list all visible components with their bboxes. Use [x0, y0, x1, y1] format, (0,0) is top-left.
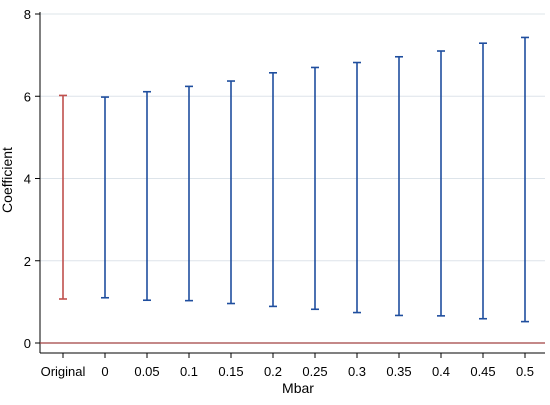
interval-bar: [101, 96, 109, 299]
interval-original: [59, 94, 67, 300]
x-tick-label: 0.1: [180, 364, 198, 379]
x-tick-label: 0.5: [516, 364, 534, 379]
interval-bar: [353, 61, 361, 314]
interval-bar: [143, 90, 151, 302]
x-tick-label: 0.05: [134, 364, 159, 379]
interval-bar: [269, 72, 277, 308]
y-tick-label: 6: [24, 89, 31, 104]
x-tick-label: 0.3: [348, 364, 366, 379]
interval-bar: [227, 80, 235, 305]
gridlines: [40, 13, 545, 262]
x-tick-label: Original: [41, 364, 86, 379]
y-axis-label: Coefficient: [0, 147, 15, 213]
interval-bar: [437, 50, 445, 317]
y-tick-label: 4: [24, 172, 31, 187]
interval-bars: [59, 36, 529, 323]
x-axis-label: Mbar: [282, 380, 314, 396]
interval-bar: [395, 55, 403, 317]
x-tick-label: 0.4: [432, 364, 450, 379]
x-tick-label: 0.2: [264, 364, 282, 379]
x-tick-label: 0.25: [302, 364, 327, 379]
interval-bar: [479, 42, 487, 320]
y-tick-label: 8: [24, 7, 31, 22]
x-tick-label: 0.35: [386, 364, 411, 379]
tick-labels: 0 2 4 6 8 Original 0 0.05 0.1 0.15 0.2 0.25 0.3 0.35 0…: [24, 7, 534, 379]
x-tick-label: 0.45: [470, 364, 495, 379]
y-tick-label: 0: [24, 336, 31, 351]
interval-bar: [521, 36, 529, 323]
x-tick-label: 0: [101, 364, 108, 379]
x-tick-label: 0.15: [218, 364, 243, 379]
interval-bar: [311, 66, 319, 311]
axes: [35, 12, 545, 358]
interval-bar: [185, 85, 193, 302]
y-tick-label: 2: [24, 254, 31, 269]
